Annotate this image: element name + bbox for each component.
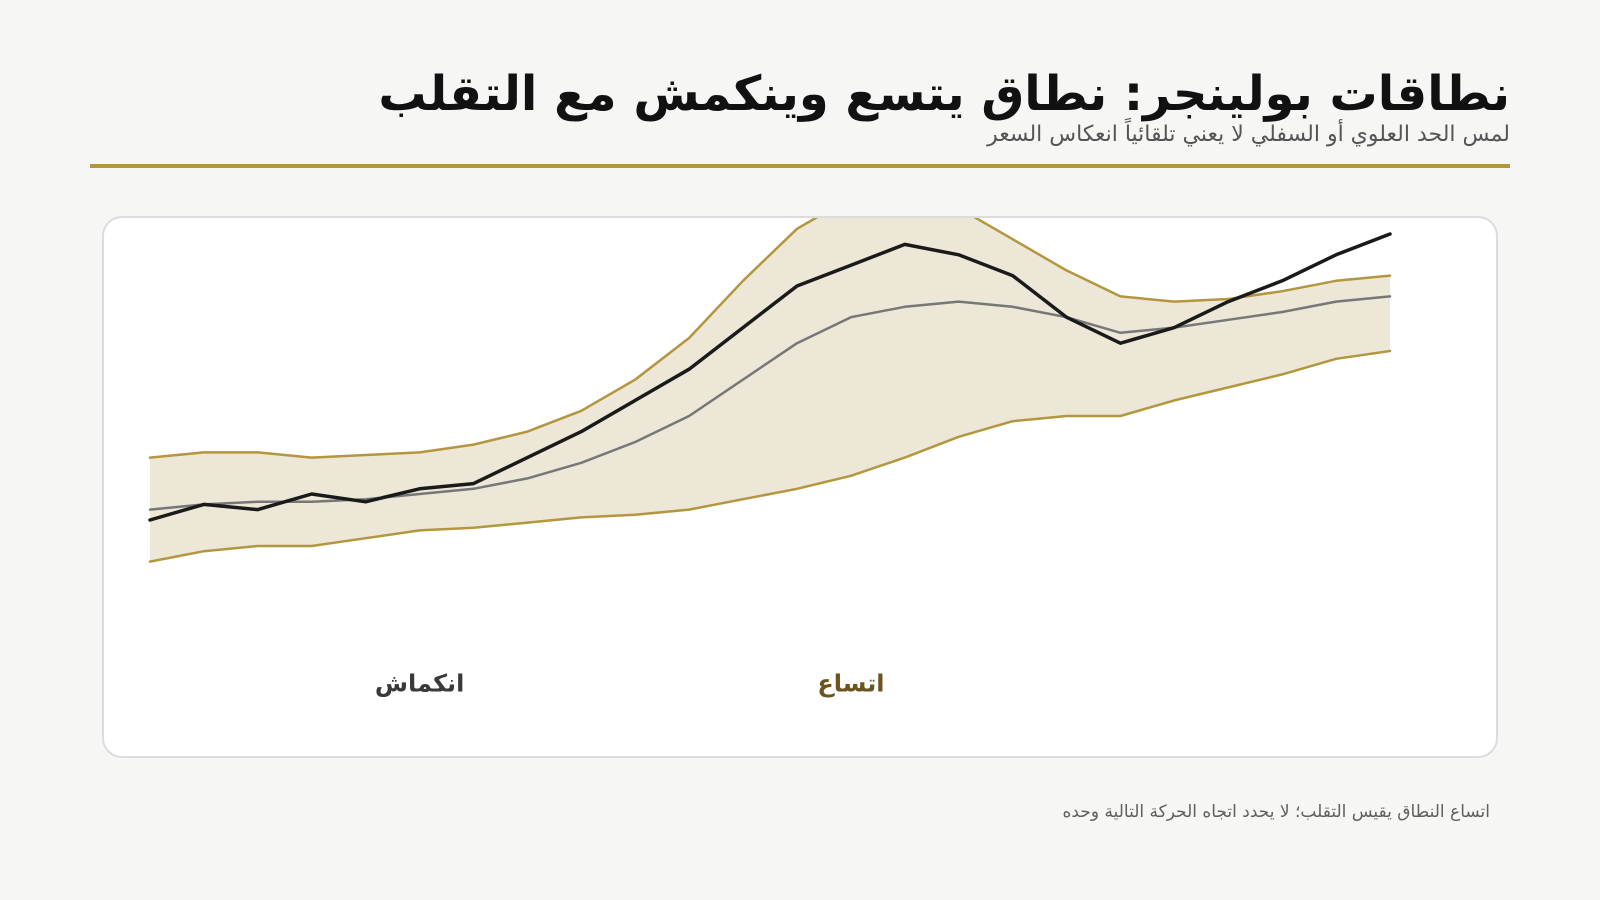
annotation-contraction: انكماش — [375, 670, 464, 698]
line-layer — [148, 218, 1392, 563]
series-line-upper — [148, 218, 1392, 459]
footer-note: اتساع النطاق يقيس التقلب؛ لا يحدد اتجاه … — [1062, 802, 1490, 822]
chart-title: نطاقات بولينجر: نطاق يتسع وينكمش مع التق… — [378, 66, 1510, 122]
chart-subtitle: لمس الحد العلوي أو السفلي لا يعني تلقائي… — [987, 122, 1510, 147]
band-fill — [150, 218, 1390, 562]
band-layer — [150, 218, 1390, 562]
series-line-lower — [148, 349, 1392, 563]
title-divider — [90, 164, 1510, 168]
annotation-expansion: اتساع — [817, 670, 884, 698]
chart-card: انكماش اتساع — [102, 216, 1498, 758]
annotation-layer: انكماش اتساع — [375, 670, 885, 698]
bollinger-chart: انكماش اتساع — [148, 218, 1392, 698]
series-line-price — [148, 232, 1392, 522]
header: نطاقات بولينجر: نطاق يتسع وينكمش مع التق… — [90, 64, 1510, 154]
